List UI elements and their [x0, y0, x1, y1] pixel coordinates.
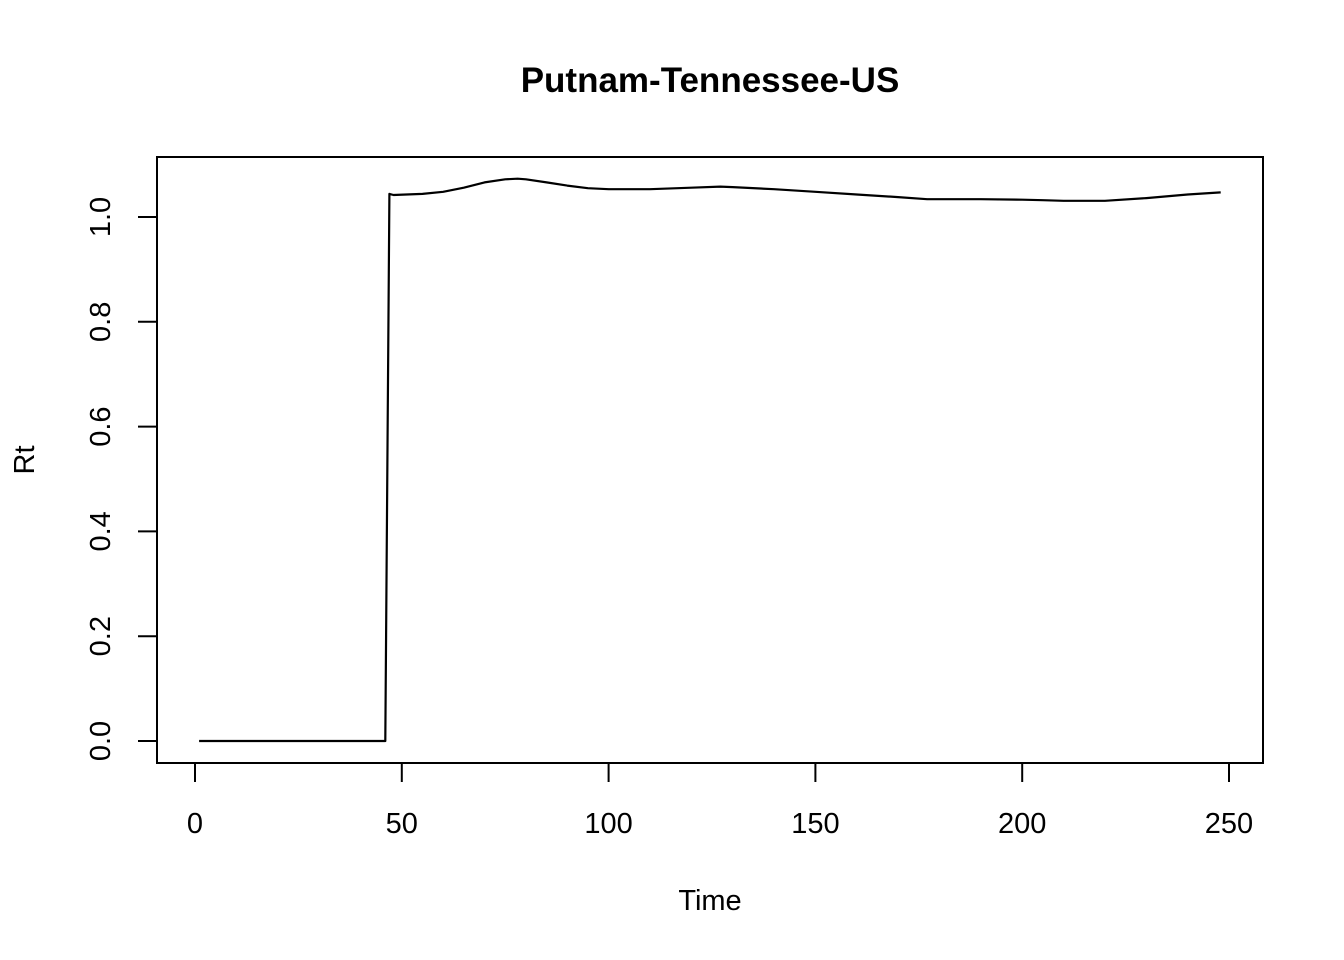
- y-tick-label-0: 0.0: [85, 721, 117, 761]
- series-layer: [199, 177, 1221, 743]
- x-tick-label-150: 150: [791, 808, 839, 840]
- x-tick-label-250: 250: [1205, 808, 1253, 840]
- series-line-0: [199, 177, 1221, 743]
- y-tick-label-3: 0.6: [85, 406, 117, 446]
- y-tick-label-2: 0.4: [85, 511, 117, 551]
- y-tick-label-5: 1.0: [85, 197, 117, 237]
- plot-frame: [156, 156, 1264, 764]
- x-tick-label-200: 200: [998, 808, 1046, 840]
- x-tick-label-0: 0: [187, 808, 203, 840]
- chart-title: Putnam-Tennessee-US: [521, 61, 900, 100]
- x-axis: 0 50 100 150 200 250: [187, 762, 1253, 840]
- y-axis: 0.0 0.2 0.4 0.6 0.8 1.0: [85, 197, 158, 761]
- x-tick-label-50: 50: [386, 808, 418, 840]
- y-axis-label: Rt: [9, 446, 41, 475]
- x-axis-label: Time: [678, 885, 741, 917]
- y-tick-label-1: 0.2: [85, 616, 117, 656]
- x-tick-label-100: 100: [584, 808, 632, 840]
- y-tick-label-4: 0.8: [85, 302, 117, 342]
